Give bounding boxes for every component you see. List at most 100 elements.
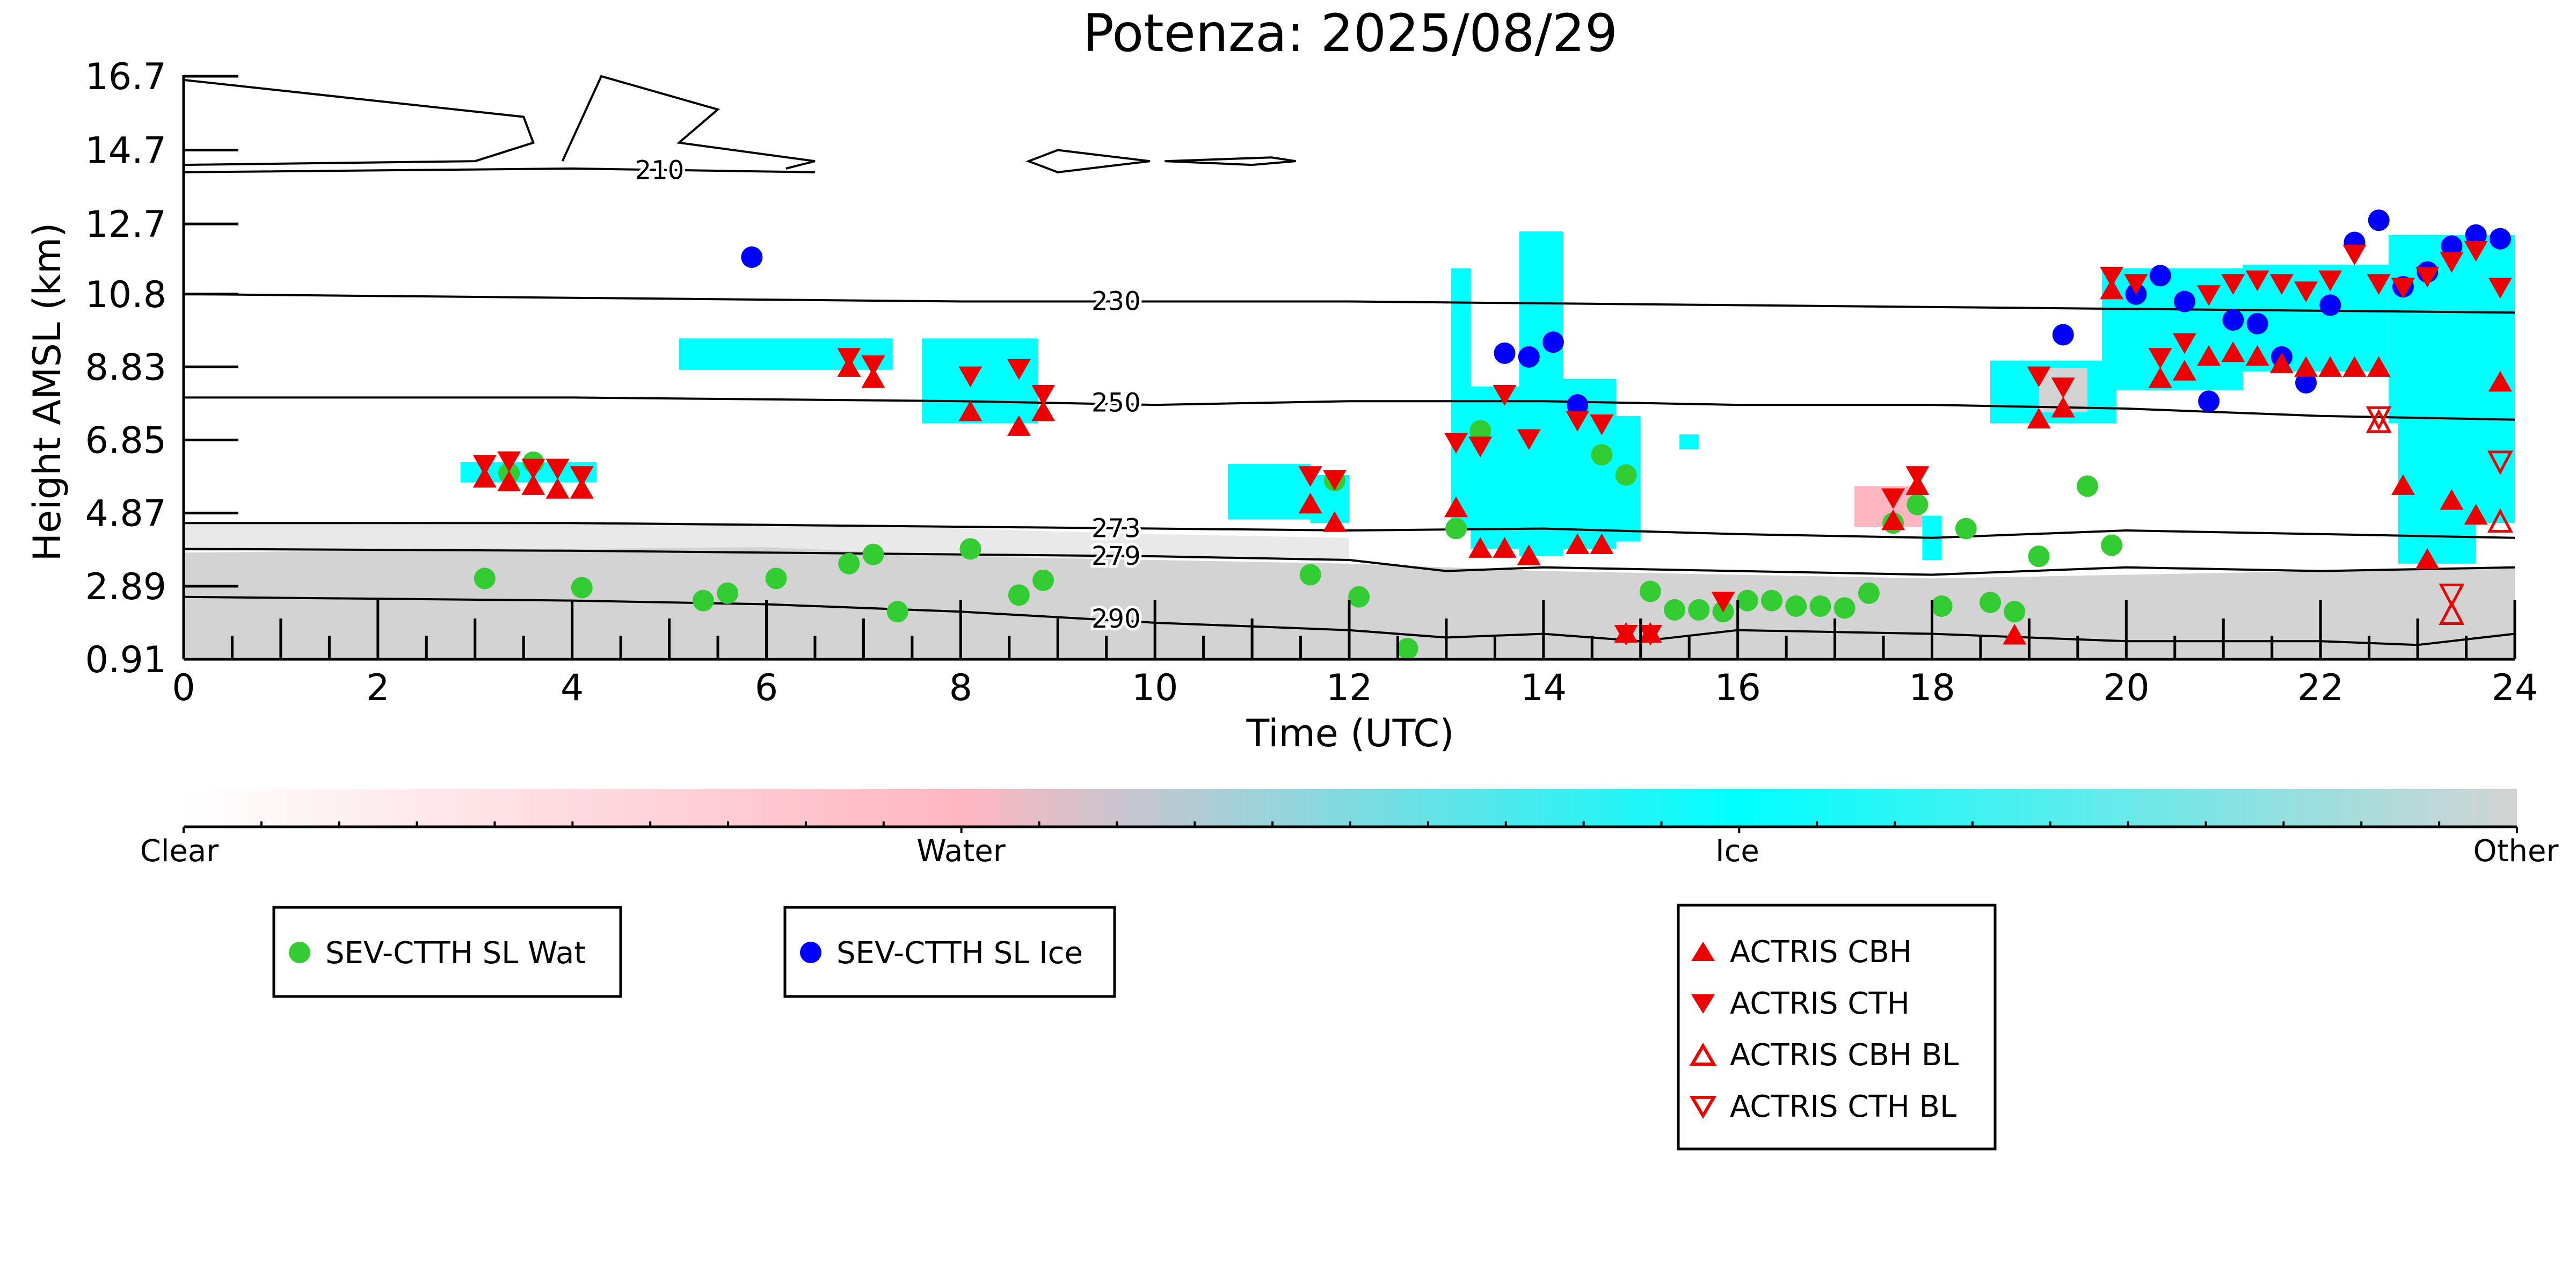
data-point bbox=[1736, 590, 1758, 612]
data-point bbox=[1298, 466, 1322, 487]
x-tick-label: 14 bbox=[1520, 667, 1567, 709]
data-point bbox=[2052, 324, 2074, 346]
data-point bbox=[958, 366, 983, 388]
legend-label: ACTRIS CTH bbox=[1730, 986, 1910, 1021]
data-point bbox=[1542, 331, 1564, 353]
data-point bbox=[1688, 599, 1710, 621]
data-point bbox=[1008, 584, 1030, 606]
data-point bbox=[2245, 345, 2269, 366]
data-point bbox=[2004, 601, 2026, 623]
data-point bbox=[545, 478, 570, 499]
colorbar-label-ice: Ice bbox=[1715, 834, 1759, 869]
data-point bbox=[2295, 372, 2317, 394]
data-point bbox=[2245, 270, 2269, 292]
data-point bbox=[1590, 533, 1614, 554]
data-point bbox=[1566, 533, 1590, 554]
data-point bbox=[1881, 509, 1905, 530]
data-point bbox=[2318, 270, 2342, 292]
data-point bbox=[958, 400, 983, 421]
data-point bbox=[1348, 586, 1370, 608]
legend-marker-wat bbox=[289, 942, 310, 963]
legend-marker-ice bbox=[800, 942, 821, 963]
data-point bbox=[1007, 415, 1031, 436]
y-tick-label: 0.91 bbox=[85, 639, 166, 681]
data-point bbox=[2027, 366, 2051, 388]
data-point bbox=[1032, 569, 1054, 591]
data-point bbox=[2294, 356, 2318, 377]
data-point bbox=[2197, 285, 2221, 306]
x-tick-label: 8 bbox=[949, 667, 972, 709]
data-point bbox=[2100, 266, 2124, 288]
data-point bbox=[1322, 511, 1347, 532]
data-point bbox=[2441, 235, 2463, 257]
data-point bbox=[1031, 400, 1056, 421]
y-axis-label: Height AMSL (km) bbox=[25, 223, 69, 562]
data-point bbox=[2488, 370, 2512, 392]
data-point bbox=[886, 601, 908, 623]
data-point bbox=[2318, 356, 2342, 377]
data-point bbox=[2366, 406, 2392, 431]
data-point bbox=[1614, 625, 1638, 646]
data-point bbox=[1760, 590, 1782, 612]
data-point bbox=[1615, 464, 1637, 486]
x-tick-label: 6 bbox=[755, 667, 778, 709]
data-point bbox=[2172, 360, 2196, 381]
data-point bbox=[2439, 600, 2465, 625]
data-point bbox=[1007, 359, 1031, 380]
cloud-mask-patch bbox=[1679, 434, 1699, 449]
data-point bbox=[2269, 274, 2294, 295]
legend-label: ACTRIS CTH BL bbox=[1730, 1089, 1956, 1124]
y-tick-label: 10.8 bbox=[85, 274, 166, 316]
data-point bbox=[2367, 356, 2391, 377]
x-tick-label: 22 bbox=[2297, 667, 2344, 709]
contour-label: 210 bbox=[635, 155, 685, 185]
data-point bbox=[717, 582, 739, 604]
cloud-mask-patch bbox=[1451, 268, 1471, 530]
data-point bbox=[1638, 625, 1662, 646]
colorbar: Clear Water Ice Other bbox=[140, 789, 2559, 869]
y-tick-label: 14.7 bbox=[85, 130, 166, 172]
data-point bbox=[861, 367, 885, 388]
y-tick-label: 12.7 bbox=[85, 203, 166, 246]
data-point bbox=[570, 466, 594, 487]
data-point bbox=[741, 246, 763, 268]
data-point bbox=[2366, 409, 2392, 433]
contour-line-210 bbox=[561, 75, 816, 170]
x-tick-label: 0 bbox=[172, 667, 195, 709]
contour-line-210 bbox=[183, 78, 535, 166]
data-point bbox=[2101, 534, 2123, 556]
data-point bbox=[1444, 433, 1468, 454]
data-point bbox=[1711, 592, 1735, 613]
contour-label: 230 bbox=[1091, 287, 1141, 317]
data-point bbox=[2367, 274, 2391, 295]
data-point bbox=[2465, 224, 2487, 246]
data-point bbox=[1881, 488, 1905, 510]
contour-label: 290 bbox=[1091, 604, 1141, 634]
data-point bbox=[2415, 548, 2440, 569]
cloud-mask-patch bbox=[1471, 386, 1519, 549]
data-point bbox=[1591, 443, 1613, 465]
cloud-mask-patch bbox=[679, 338, 893, 370]
data-point bbox=[2222, 309, 2244, 331]
data-point bbox=[497, 451, 521, 472]
data-point bbox=[838, 552, 860, 574]
data-point bbox=[2269, 352, 2294, 373]
data-point bbox=[837, 348, 861, 369]
y-tick-label: 2.89 bbox=[85, 566, 166, 608]
data-point bbox=[1517, 544, 1541, 565]
data-point bbox=[2319, 294, 2341, 316]
data-point bbox=[959, 538, 981, 560]
data-point bbox=[1322, 470, 1347, 491]
data-point bbox=[1639, 580, 1661, 602]
data-point bbox=[2221, 341, 2245, 362]
series-markers bbox=[472, 209, 2513, 660]
x-tick-label: 16 bbox=[1714, 667, 1761, 709]
data-point bbox=[570, 478, 594, 499]
data-point bbox=[2246, 312, 2268, 334]
data-point bbox=[472, 467, 497, 488]
data-point bbox=[692, 590, 714, 612]
data-point bbox=[2173, 290, 2195, 312]
contour-line-210 bbox=[1165, 156, 1296, 166]
data-point bbox=[1493, 537, 1517, 558]
